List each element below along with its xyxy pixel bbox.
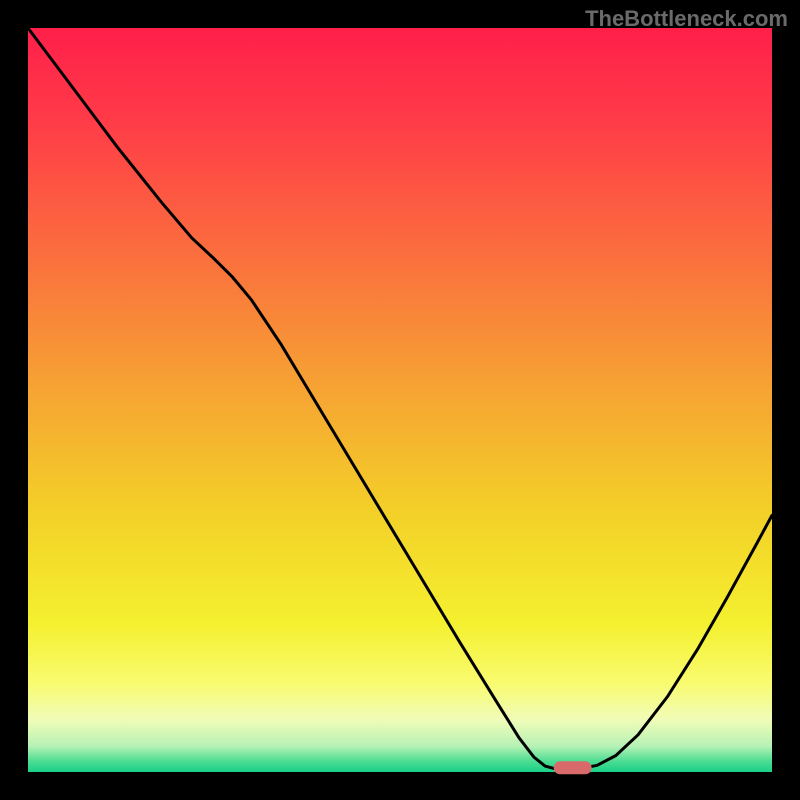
chart-container: TheBottleneck.com [0, 0, 800, 800]
watermark-text: TheBottleneck.com [585, 6, 788, 32]
plot-area [28, 28, 772, 772]
optimum-marker [553, 761, 592, 774]
bottleneck-curve [28, 28, 772, 772]
